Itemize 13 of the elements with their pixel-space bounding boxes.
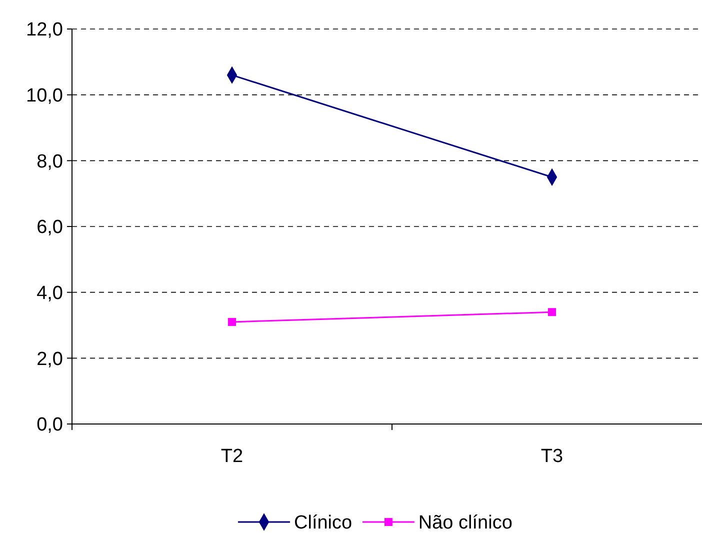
point <box>548 308 556 316</box>
y-tick-label: 2,0 <box>36 348 63 370</box>
x-tick-label: T2 <box>220 446 244 467</box>
y-tick-label: 8,0 <box>36 151 63 172</box>
x-tick-label: T3 <box>540 446 564 467</box>
y-tick-label: 12,0 <box>26 20 63 41</box>
point <box>228 318 236 326</box>
y-tick-label: 0,0 <box>36 414 63 436</box>
y-tick-label: 4,0 <box>36 282 63 304</box>
y-tick-label: 10,0 <box>26 85 63 106</box>
y-tick-label: 6,0 <box>36 217 63 238</box>
legend-label: Não clínico <box>418 512 512 533</box>
legend-label: Clínico <box>294 512 352 533</box>
